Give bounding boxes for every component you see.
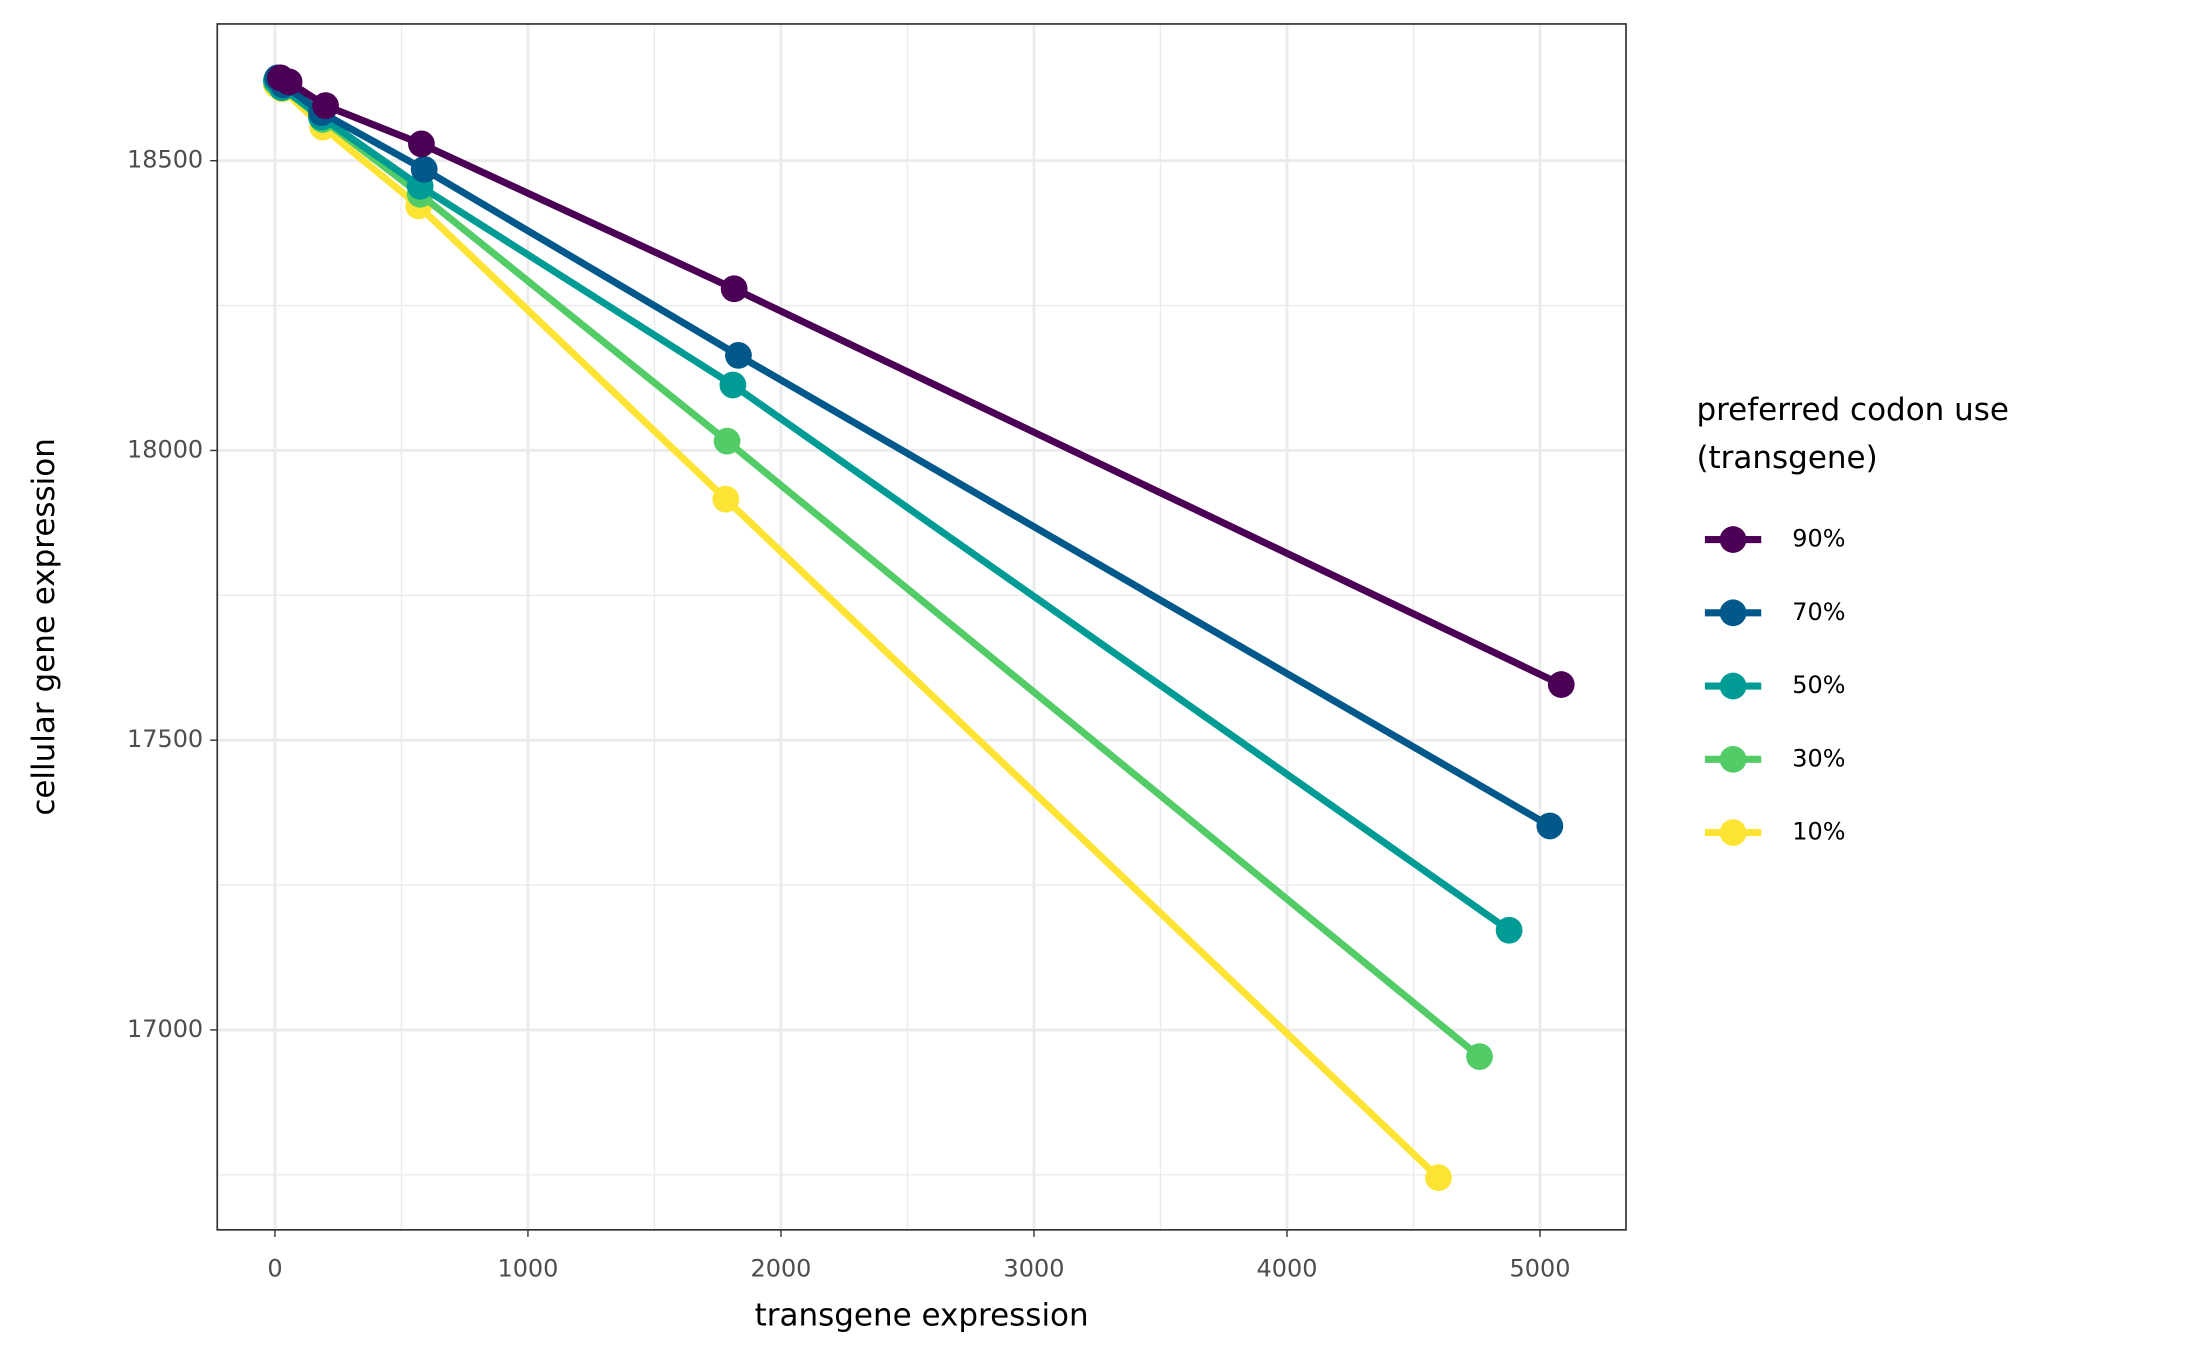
data-point [719,371,747,399]
data-point [410,156,438,183]
x-tick-label: 0 [267,1254,282,1282]
data-point [720,275,748,303]
legend-key-point [1719,672,1747,700]
plot-border [216,23,1627,1231]
x-axis-title: transgene expression [755,1298,1089,1334]
data-point [408,130,435,158]
legend-label: 70% [1792,598,1845,626]
legend-key-point [1719,599,1747,627]
x-tick-label: 2000 [750,1254,811,1282]
data-point [312,92,339,120]
data-point [1466,1043,1493,1070]
legend-key-point [1719,526,1747,553]
legend-label: 90% [1792,525,1845,553]
data-point [275,68,303,96]
y-axis-title: cellular gene expression [26,438,62,816]
x-tick-label: 5000 [1510,1254,1571,1282]
legend-title: (transgene) [1696,440,1877,476]
data-point [725,342,752,369]
legend-key-point [1719,745,1747,773]
data-point [1536,812,1564,840]
data-point [1547,671,1575,698]
y-tick-label: 17500 [127,725,203,753]
legend-key-point [1719,819,1747,846]
legend-label: 30% [1792,744,1845,772]
y-tick-label: 17000 [127,1015,203,1043]
y-tick-label: 18000 [127,435,203,463]
legend-label: 50% [1792,671,1845,699]
data-point [712,485,740,513]
legend-title: preferred codon use [1696,392,2009,428]
y-tick-label: 18500 [127,146,203,174]
x-tick-label: 3000 [1004,1254,1065,1282]
x-tick-label: 4000 [1257,1254,1318,1282]
data-point [1495,916,1523,944]
legend-label: 10% [1792,818,1845,846]
x-tick-label: 1000 [497,1254,558,1282]
data-point [1425,1164,1452,1192]
data-point [713,427,741,455]
